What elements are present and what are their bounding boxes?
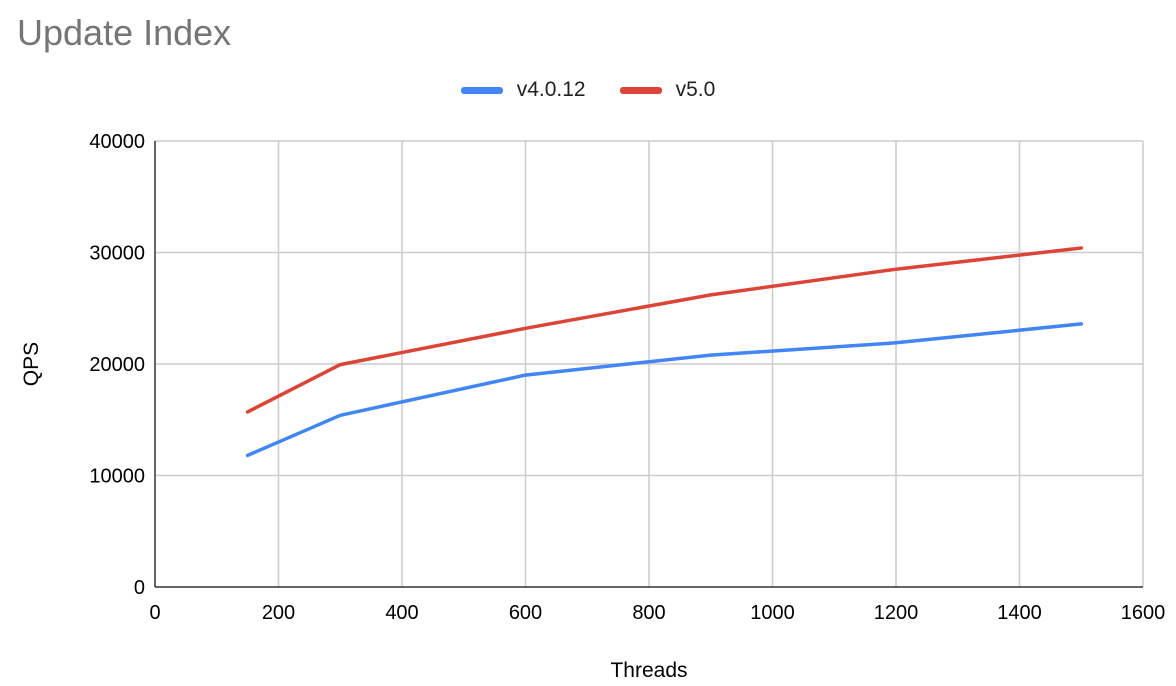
x-tick-label: 0: [149, 602, 160, 624]
legend-label-v4: v4.0.12: [516, 78, 586, 101]
x-tick-label: 200: [262, 602, 295, 624]
y-tick-label: 20000: [89, 354, 145, 376]
tick-labels: 0 200 400 600 800 1000 1200 1400 1600 0 10000 20000…: [89, 131, 1165, 624]
legend-item-v4[interactable]: v4.0.12: [460, 78, 586, 102]
y-tick-label: 0: [134, 577, 145, 599]
y-tick-label: 30000: [89, 243, 145, 265]
x-tick-label: 600: [509, 602, 542, 624]
x-axis-label: Threads: [610, 659, 687, 682]
chart-title: Update Index: [17, 12, 232, 53]
x-tick-label: 800: [632, 602, 665, 624]
legend-swatch-v4: [460, 86, 503, 94]
x-tick-label: 1600: [1121, 602, 1166, 624]
legend-label-v5: v5.0: [675, 78, 716, 101]
grid: [155, 140, 1144, 587]
x-tick-label: 1400: [997, 602, 1042, 624]
legend-swatch-v5: [619, 86, 662, 94]
legend: v4.0.12 v5.0: [0, 78, 1176, 102]
series-line-v4[interactable]: [245, 322, 1084, 458]
series-line-v5[interactable]: [245, 246, 1084, 414]
x-tick-label: 400: [385, 602, 418, 624]
series: [245, 246, 1084, 458]
x-tick-label: 1200: [874, 602, 919, 624]
y-tick-label: 40000: [89, 131, 145, 153]
y-tick-label: 10000: [89, 466, 145, 488]
x-tick-label: 1000: [750, 602, 795, 624]
y-axis-label: QPS: [20, 342, 43, 386]
axes: [154, 141, 1143, 588]
legend-item-v5[interactable]: v5.0: [619, 78, 716, 102]
